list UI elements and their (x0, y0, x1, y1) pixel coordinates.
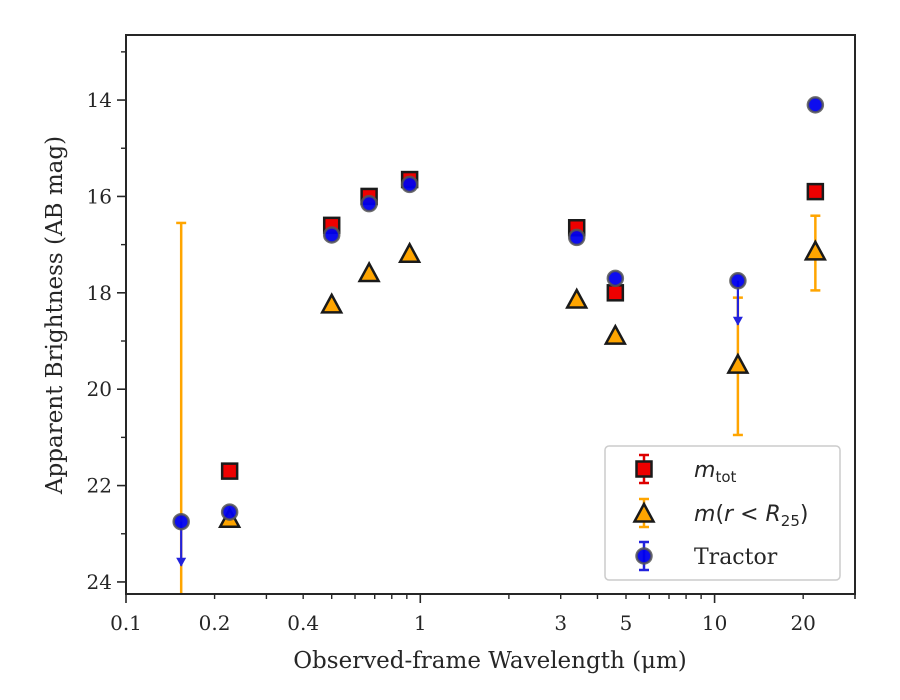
tractor-point (220, 503, 239, 521)
data-marks (172, 96, 827, 594)
mtot-point (220, 462, 239, 480)
y-axis-label: Apparent Brightness (AB mag) (42, 136, 68, 495)
x-axis-label: Observed-frame Wavelength (μm) (293, 648, 687, 674)
tractor-point (806, 96, 825, 114)
mr25-point (398, 241, 422, 264)
y-axis: 14 16 18 20 22 24 (87, 51, 126, 594)
y-tick-label: 20 (87, 377, 112, 401)
mr25-point (320, 292, 344, 314)
mr25-point (803, 239, 827, 261)
mr25-point (357, 260, 381, 283)
tractor-point (322, 226, 341, 244)
legend-tractor-marker (635, 547, 653, 565)
plot-frame (125, 34, 856, 595)
legend-mr25-marker (632, 501, 656, 523)
mr25-point (565, 287, 589, 309)
y-tick-label: 24 (87, 570, 112, 594)
legend-box (604, 445, 841, 581)
mr25-point (726, 352, 750, 374)
y-tick-label: 22 (87, 474, 112, 498)
x-axis: 0.1 0.2 0.4 1 3 5 10 20 (110, 594, 856, 635)
legend: mtot m(r < R25) Tractor (604, 445, 841, 581)
x-tick-label: 1 (414, 611, 427, 635)
tractor-point (172, 512, 190, 531)
legend-mr25-label: m(r < R25) (694, 502, 808, 530)
x-tick-label: 20 (790, 611, 815, 635)
mr25-point (603, 323, 627, 345)
tractor-point (567, 228, 586, 247)
tractor-point (400, 175, 419, 194)
x-tick-label: 5 (620, 611, 633, 635)
legend-mtot-marker (635, 460, 653, 478)
tractor-upper-limit-arrow-head (732, 316, 743, 326)
x-tick-label: 0.1 (110, 611, 142, 635)
x-tick-label: 0.4 (287, 611, 319, 635)
tractor-upper-limit-arrow-head (176, 557, 187, 567)
x-tick-label: 0.2 (199, 611, 231, 635)
tractor-point (360, 194, 378, 213)
tractor-point (729, 272, 747, 290)
legend-mtot-label: mtot (694, 458, 736, 486)
y-tick-label: 14 (87, 88, 112, 112)
y-tick-label: 18 (87, 281, 112, 305)
x-tick-label: 10 (702, 611, 727, 635)
x-tick-label: 3 (554, 611, 567, 635)
mtot-point (806, 182, 825, 201)
mtot-point (606, 284, 625, 302)
tractor-point (606, 269, 625, 288)
y-tick-label: 16 (87, 184, 112, 208)
legend-tractor-label: Tractor (694, 545, 778, 570)
